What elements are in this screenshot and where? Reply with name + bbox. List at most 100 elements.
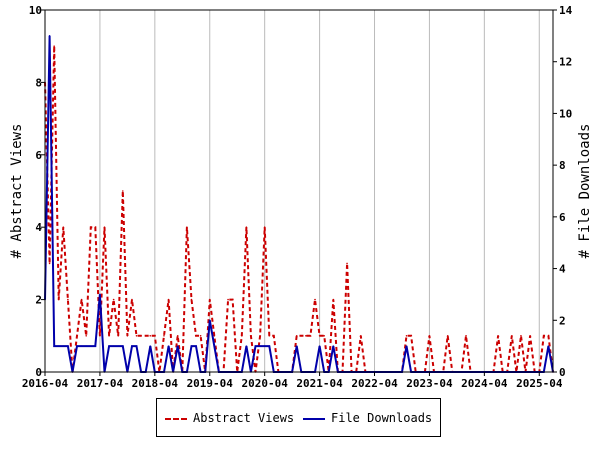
data-point-abstract-views	[405, 335, 408, 337]
data-point-file-downloads	[62, 345, 65, 347]
data-point-abstract-views	[332, 298, 335, 301]
data-point-abstract-views	[99, 335, 101, 337]
data-point-abstract-views	[199, 335, 202, 337]
left-y-tick-label: 0	[35, 366, 42, 379]
data-point-abstract-views	[112, 298, 115, 301]
data-point-abstract-views	[268, 335, 271, 337]
data-point-file-downloads	[213, 345, 216, 347]
right-y-tick-label: 4	[559, 263, 566, 276]
data-point-file-downloads	[263, 345, 266, 347]
x-tick-label: 2018-04	[132, 377, 179, 390]
data-point-abstract-views	[309, 335, 312, 337]
data-point-file-downloads	[176, 345, 179, 347]
data-point-abstract-views	[410, 335, 412, 337]
data-point-file-downloads	[108, 345, 110, 347]
x-tick-label: 2021-04	[296, 377, 343, 390]
data-point-abstract-views	[190, 298, 193, 301]
data-point-abstract-views	[273, 335, 275, 337]
data-point-abstract-views	[213, 335, 216, 337]
data-point-file-downloads	[547, 345, 550, 347]
chart-legend: Abstract Views File Downloads	[156, 398, 441, 437]
data-point-file-downloads	[295, 345, 298, 347]
data-point-abstract-views	[131, 298, 133, 301]
data-point-abstract-views	[67, 298, 69, 301]
left-y-tick-label: 6	[35, 149, 42, 162]
data-point-file-downloads	[318, 345, 321, 347]
data-point-file-downloads	[332, 345, 335, 347]
data-point-file-downloads	[259, 345, 261, 347]
data-point-abstract-views	[446, 335, 449, 337]
data-point-abstract-views	[62, 226, 65, 228]
data-point-abstract-views	[108, 335, 110, 337]
data-point-file-downloads	[112, 345, 115, 347]
data-point-abstract-views	[89, 226, 92, 228]
data-point-abstract-views	[314, 298, 316, 301]
data-point-file-downloads	[149, 345, 152, 347]
data-point-abstract-views	[195, 335, 197, 337]
right-y-tick-label: 2	[559, 314, 566, 327]
series-layer	[44, 35, 554, 373]
data-point-abstract-views	[263, 226, 266, 228]
data-point-abstract-views	[323, 335, 325, 337]
data-point-abstract-views	[154, 335, 156, 337]
data-point-abstract-views	[511, 335, 513, 337]
data-point-abstract-views	[465, 335, 467, 337]
data-point-file-downloads	[89, 345, 92, 347]
data-point-abstract-views	[520, 335, 522, 337]
data-point-abstract-views	[529, 335, 531, 337]
data-point-file-downloads	[117, 345, 120, 347]
right-y-tick-label: 12	[559, 56, 572, 69]
data-point-file-downloads	[67, 345, 69, 347]
left-y-tick-label: 10	[29, 4, 42, 17]
data-point-file-downloads	[245, 345, 248, 347]
data-point-abstract-views	[359, 335, 362, 337]
left-y-tick-label: 8	[35, 76, 42, 89]
data-point-abstract-views	[140, 335, 142, 337]
data-point-file-downloads	[85, 345, 87, 347]
data-point-abstract-views	[103, 226, 106, 228]
data-point-file-downloads	[99, 293, 101, 296]
series-line-file-downloads	[44, 35, 554, 373]
data-point-abstract-views	[227, 298, 229, 301]
data-point-file-downloads	[135, 345, 138, 347]
legend-item-file-downloads: File Downloads	[303, 411, 432, 425]
x-tick-label: 2019-04	[187, 377, 234, 390]
right-y-tick-label: 6	[559, 211, 566, 224]
data-point-abstract-views	[80, 298, 83, 301]
right-y-tick-label: 0	[559, 366, 566, 379]
data-point-abstract-views	[163, 335, 165, 337]
x-tick-label: 2023-04	[406, 377, 453, 390]
data-point-abstract-views	[186, 226, 188, 228]
data-point-abstract-views	[245, 226, 248, 228]
data-point-file-downloads	[76, 345, 78, 347]
data-point-abstract-views	[259, 335, 261, 337]
data-point-file-downloads	[53, 345, 55, 347]
left-axis-title: # Abstract Views	[9, 124, 25, 259]
data-point-file-downloads	[122, 345, 124, 347]
plot-frame	[44, 9, 554, 373]
right-y-tick-label: 14	[559, 4, 573, 17]
x-tick-label: 2016-04	[22, 377, 69, 390]
data-point-file-downloads	[57, 345, 60, 347]
x-axis: 2016-04 2017-04 2018-04 2019-04 2020-04 2021-…	[22, 372, 563, 390]
x-tick-label: 2024-04	[461, 377, 508, 390]
data-point-abstract-views	[149, 335, 152, 337]
data-point-file-downloads	[208, 319, 211, 322]
data-point-file-downloads	[254, 345, 257, 347]
series-line-abstract-views	[44, 46, 554, 373]
data-point-abstract-views	[240, 335, 243, 337]
data-point-file-downloads	[405, 345, 408, 347]
data-point-file-downloads	[190, 345, 193, 347]
vertical-grid	[44, 10, 540, 372]
legend-label-abstract-views: Abstract Views	[193, 411, 295, 425]
data-point-abstract-views	[497, 335, 499, 337]
x-tick-label: 2017-04	[77, 377, 124, 390]
data-point-abstract-views	[300, 335, 303, 337]
data-point-abstract-views	[305, 335, 307, 337]
x-tick-label: 2020-04	[241, 377, 288, 390]
data-point-file-downloads	[94, 345, 97, 347]
data-point-abstract-views	[76, 335, 78, 337]
legend-label-file-downloads: File Downloads	[331, 411, 433, 425]
data-point-abstract-views	[295, 335, 298, 337]
